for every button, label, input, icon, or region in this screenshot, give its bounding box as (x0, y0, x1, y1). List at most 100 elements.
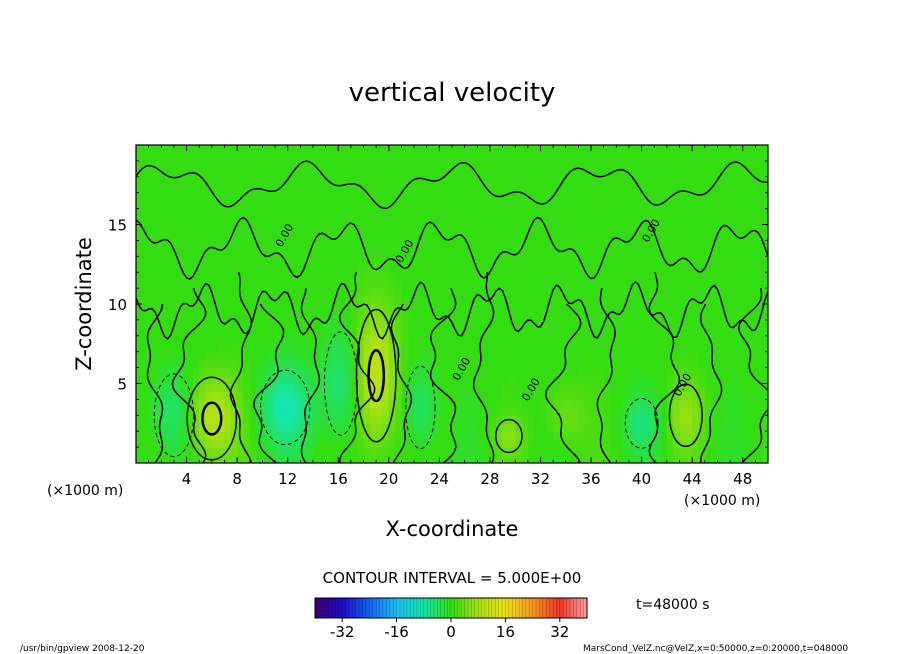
field-cell (496, 447, 504, 456)
field-cell (256, 399, 263, 408)
field-cell (199, 391, 207, 400)
field-cell (173, 447, 181, 456)
field-cell (420, 367, 428, 377)
field-cell (224, 351, 232, 361)
field-cell (679, 399, 687, 408)
field-cell (294, 423, 301, 432)
colorbar-segment (559, 598, 564, 618)
field-cell (363, 367, 371, 377)
colorbar-segment (457, 598, 462, 618)
field-cell (470, 399, 478, 408)
field-cell (666, 439, 674, 448)
field-cell (376, 399, 384, 408)
field-cell (382, 296, 390, 305)
field-cell (673, 399, 681, 408)
field-cell (635, 399, 643, 408)
field-cell (647, 415, 655, 424)
field-cell (369, 431, 377, 440)
field-cell (647, 399, 655, 408)
field-cell (344, 383, 352, 393)
field-cell (294, 415, 301, 424)
field-cell (458, 391, 466, 400)
field-cell (312, 423, 320, 432)
field-cell (357, 375, 365, 385)
field-cell (414, 391, 421, 400)
field-cell (565, 407, 573, 416)
field-cell (464, 431, 472, 440)
field-cell (395, 447, 403, 456)
colorbar-segment (515, 598, 520, 618)
field-cell (281, 439, 289, 448)
field-cell (603, 447, 611, 456)
field-cell (565, 439, 573, 448)
field-cell (262, 375, 270, 385)
field-cell (458, 415, 466, 424)
field-cell (559, 431, 567, 440)
field-cell (363, 359, 371, 369)
field-cell (287, 423, 295, 432)
field-cell (243, 439, 251, 448)
field-cell (287, 407, 295, 416)
colorbar-segment (474, 598, 479, 618)
field-cell (692, 415, 700, 424)
field-cell (527, 439, 535, 448)
field-cell (357, 415, 365, 424)
field-cell (230, 447, 238, 456)
field-cell (508, 455, 516, 463)
field-cell (331, 391, 339, 400)
field-cell (521, 439, 529, 448)
field-cell (148, 391, 156, 400)
field-cell (369, 288, 377, 297)
field-cell (338, 327, 346, 337)
contour-line (699, 303, 723, 463)
field-cell (294, 407, 301, 416)
field-cell (230, 423, 238, 432)
field-cell (180, 391, 188, 400)
field-cell (154, 375, 162, 385)
field-cell (243, 447, 251, 456)
field-cell (382, 407, 390, 416)
field-cell (578, 399, 586, 408)
field-cell (464, 391, 472, 400)
field-cell (401, 311, 409, 321)
field-cell (205, 447, 213, 456)
field-cell (622, 431, 630, 440)
field-cell (192, 391, 200, 400)
field-cell (761, 439, 768, 448)
field-cell (363, 319, 371, 329)
colorbar-segment (383, 598, 387, 618)
field-cell (218, 391, 226, 400)
field-cell (521, 455, 529, 463)
field-cell (395, 327, 403, 337)
colorbar-segment (491, 598, 496, 618)
field-cell (426, 439, 434, 448)
field-cell (237, 431, 245, 440)
field-cell (186, 415, 194, 424)
field-cell (312, 391, 320, 400)
x-tick-label: 8 (232, 470, 242, 488)
field-cell (294, 455, 301, 463)
field-cell (363, 399, 371, 408)
field-cell (426, 383, 434, 393)
field-cell (230, 351, 238, 361)
field-cell (306, 407, 314, 416)
field-cell (641, 439, 649, 448)
field-cell (338, 367, 346, 377)
field-cell (306, 431, 314, 440)
field-cell (369, 367, 377, 377)
field-cell (211, 431, 219, 440)
field-cell (433, 399, 440, 408)
field-cell (553, 415, 561, 424)
field-cell (622, 439, 630, 448)
field-cell (395, 319, 403, 329)
colorbar-segment (335, 598, 340, 618)
field-cell (376, 455, 384, 463)
field-cell (268, 391, 276, 400)
field-cell (521, 447, 529, 456)
field-cell (382, 280, 390, 289)
field-cell (325, 335, 333, 345)
field-cell (635, 375, 643, 385)
field-cell (685, 447, 693, 456)
field-cell (294, 359, 301, 369)
field-cell (565, 431, 573, 440)
